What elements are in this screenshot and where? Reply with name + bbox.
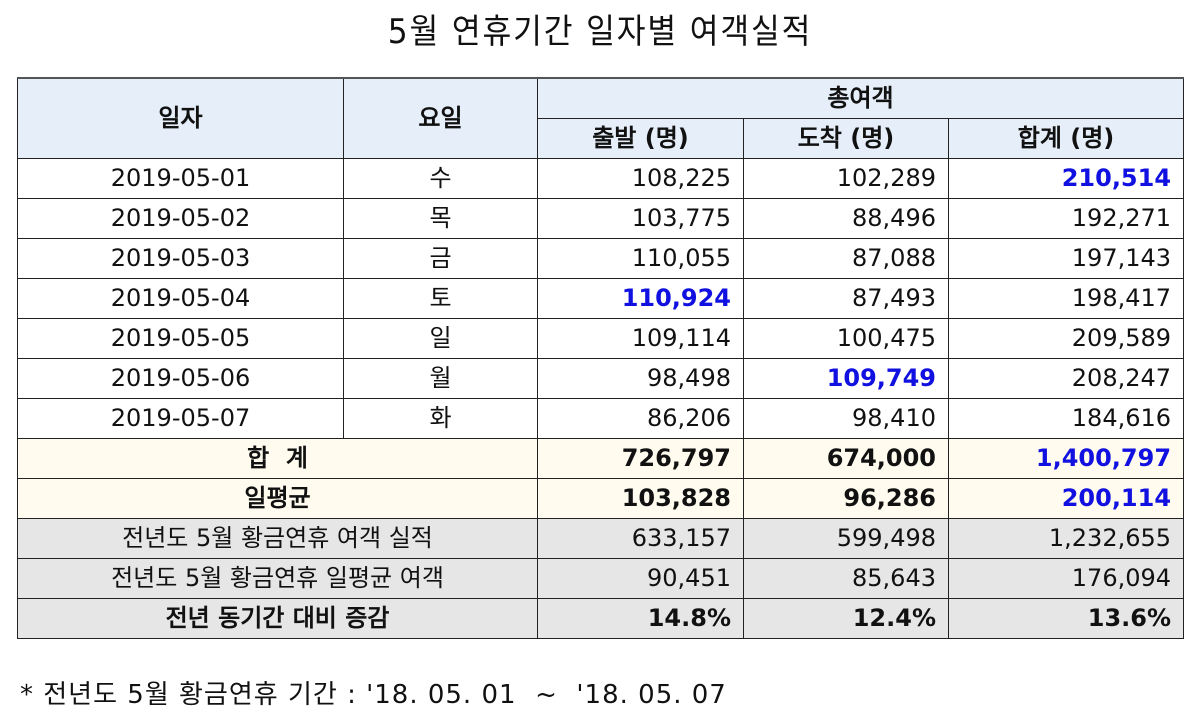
cell-weekday: 화 [343, 398, 538, 439]
cell-total: 197,143 [947, 238, 1185, 279]
table-row: 2019-05-06 월 98,498 109,749 208,247 [17, 358, 1185, 399]
avg-row: 일평균 103,828 96,286 200,114 [17, 478, 1185, 519]
prev-avg-row: 전년도 5월 황금연휴 일평균 여객 90,451 85,643 176,094 [17, 558, 1185, 599]
prev-total-departure: 633,157 [537, 518, 744, 559]
table-row: 2019-05-02 목 103,775 88,496 192,271 [17, 198, 1185, 239]
cell-date: 2019-05-01 [17, 158, 344, 199]
cell-total: 209,589 [947, 318, 1185, 359]
cell-departure: 109,114 [537, 318, 744, 359]
sum-total: 1,400,797 [947, 438, 1185, 479]
prev-avg-label: 전년도 5월 황금연휴 일평균 여객 [17, 558, 538, 599]
table-row: 2019-05-03 금 110,055 87,088 197,143 [17, 238, 1185, 279]
cell-date: 2019-05-05 [17, 318, 344, 359]
sum-departure: 726,797 [537, 438, 744, 479]
avg-label: 일평균 [17, 478, 538, 519]
cell-arrival: 98,410 [743, 398, 949, 439]
cell-arrival: 87,493 [743, 278, 949, 319]
avg-arrival: 96,286 [743, 478, 949, 519]
cell-arrival-max: 109,749 [743, 358, 949, 399]
prev-avg-departure: 90,451 [537, 558, 744, 599]
header-departure: 출발 (명) [537, 118, 744, 159]
cell-arrival: 88,496 [743, 198, 949, 239]
cell-weekday: 금 [343, 238, 538, 279]
passenger-table: 일자 요일 총여객 출발 (명) 도착 (명) 합계 (명) 2019-05-0… [17, 77, 1185, 639]
cell-departure: 86,206 [537, 398, 744, 439]
cell-total: 208,247 [947, 358, 1185, 399]
table-row: 2019-05-04 토 110,924 87,493 198,417 [17, 278, 1185, 319]
prev-total-row: 전년도 5월 황금연휴 여객 실적 633,157 599,498 1,232,… [17, 518, 1185, 559]
sum-row: 합 계 726,797 674,000 1,400,797 [17, 438, 1185, 479]
header-arrival: 도착 (명) [743, 118, 949, 159]
cell-weekday: 일 [343, 318, 538, 359]
cell-arrival: 102,289 [743, 158, 949, 199]
cell-total: 198,417 [947, 278, 1185, 319]
footnote: * 전년도 5월 황금연휴 기간 : '18. 05. 01 ~ '18. 05… [20, 680, 727, 710]
cell-date: 2019-05-04 [17, 278, 344, 319]
cell-weekday: 수 [343, 158, 538, 199]
prev-avg-total: 176,094 [947, 558, 1185, 599]
cell-date: 2019-05-06 [17, 358, 344, 399]
sum-arrival: 674,000 [743, 438, 949, 479]
avg-total: 200,114 [947, 478, 1185, 519]
header-total-passengers: 총여객 [536, 77, 1185, 119]
change-arrival: 12.4% [743, 598, 949, 639]
header-total: 합계 (명) [947, 118, 1185, 159]
cell-total: 192,271 [947, 198, 1185, 239]
sum-label: 합 계 [17, 438, 538, 479]
cell-total: 184,616 [947, 398, 1185, 439]
cell-weekday: 목 [343, 198, 538, 239]
header-date: 일자 [17, 77, 344, 159]
cell-date: 2019-05-02 [17, 198, 344, 239]
cell-weekday: 월 [343, 358, 538, 399]
cell-arrival: 87,088 [743, 238, 949, 279]
avg-departure: 103,828 [537, 478, 744, 519]
prev-total-arrival: 599,498 [743, 518, 949, 559]
table-row: 2019-05-07 화 86,206 98,410 184,616 [17, 398, 1185, 439]
change-row: 전년 동기간 대비 증감 14.8% 12.4% 13.6% [17, 598, 1185, 639]
cell-arrival: 100,475 [743, 318, 949, 359]
cell-date: 2019-05-07 [17, 398, 344, 439]
table-row: 2019-05-01 수 108,225 102,289 210,514 [17, 158, 1185, 199]
change-label: 전년 동기간 대비 증감 [17, 598, 538, 639]
cell-departure-max: 110,924 [537, 278, 744, 319]
prev-avg-arrival: 85,643 [743, 558, 949, 599]
cell-departure: 98,498 [537, 358, 744, 399]
cell-departure: 110,055 [537, 238, 744, 279]
cell-departure: 108,225 [537, 158, 744, 199]
prev-total-label: 전년도 5월 황금연휴 여객 실적 [17, 518, 538, 559]
prev-total-total: 1,232,655 [947, 518, 1185, 559]
cell-departure: 103,775 [537, 198, 744, 239]
change-departure: 14.8% [537, 598, 744, 639]
table-row: 2019-05-05 일 109,114 100,475 209,589 [17, 318, 1185, 359]
cell-weekday: 토 [343, 278, 538, 319]
page-title: 5월 연휴기간 일자별 여객실적 [387, 12, 813, 52]
header-weekday: 요일 [343, 77, 538, 159]
change-total: 13.6% [947, 598, 1185, 639]
cell-date: 2019-05-03 [17, 238, 344, 279]
cell-total-max: 210,514 [947, 158, 1185, 199]
